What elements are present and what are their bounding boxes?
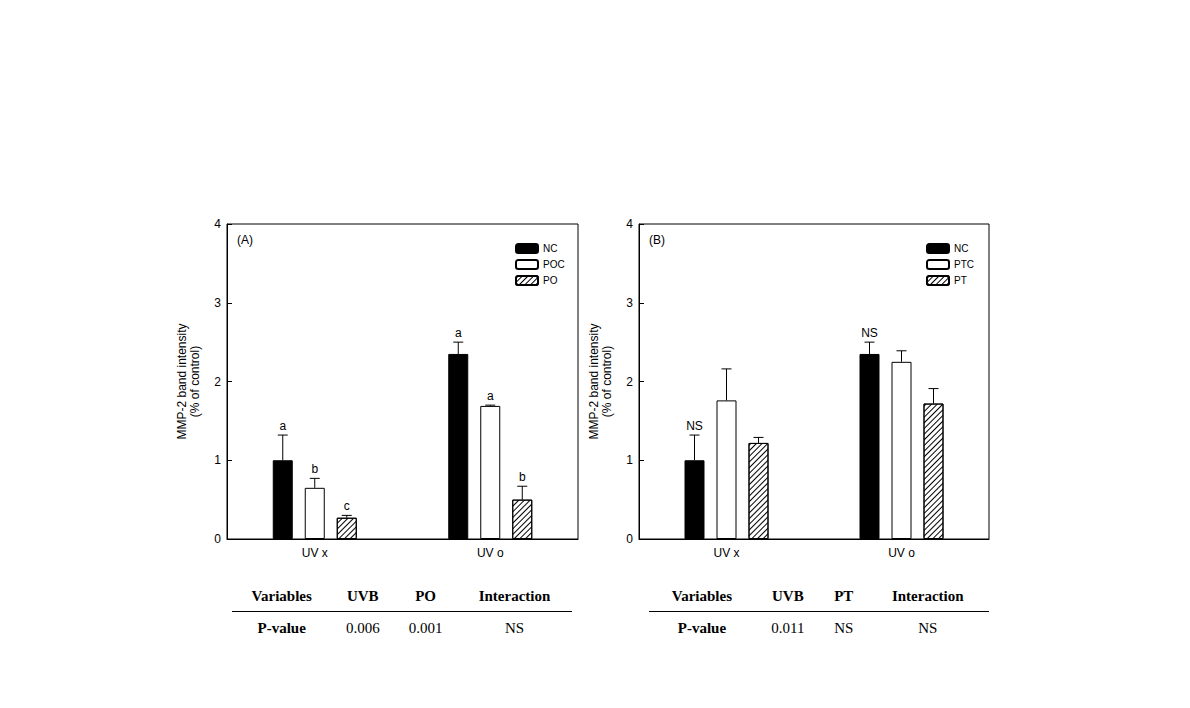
svg-text:3: 3 (626, 296, 633, 310)
svg-text:NS: NS (861, 326, 878, 340)
svg-text:POC: POC (543, 259, 565, 270)
svg-text:UV o: UV o (888, 546, 915, 560)
html-text:Interaction: Interaction (478, 588, 551, 604)
html-text:UVB: UVB (772, 588, 804, 604)
svg-text:(% of control): (% of control) (600, 346, 614, 417)
svg-text:a: a (279, 419, 286, 433)
html-text:NS: NS (834, 620, 854, 636)
svg-text:(A): (A) (237, 233, 253, 247)
svg-text:1: 1 (214, 453, 221, 467)
html-text:0.011: 0.011 (771, 620, 805, 636)
svg-text:PTC: PTC (954, 259, 974, 270)
svg-text:UV o: UV o (477, 546, 504, 560)
html-text:Variables: Variables (251, 588, 312, 604)
html-text:Interaction: Interaction (891, 588, 964, 604)
svg-text:NC: NC (954, 243, 968, 254)
svg-text:MMP-2 band intensity: MMP-2 band intensity (587, 323, 601, 439)
svg-text:3: 3 (214, 296, 221, 310)
svg-text:0: 0 (214, 532, 221, 546)
html-text:PT: PT (834, 588, 854, 604)
html-text:Variables: Variables (671, 588, 732, 604)
svg-text:NS: NS (686, 419, 703, 433)
html-text:P-value: P-value (257, 620, 306, 636)
svg-text:UV x: UV x (713, 546, 739, 560)
svg-text:4: 4 (214, 217, 221, 231)
html-text:UVB: UVB (346, 588, 379, 604)
svg-text:NC: NC (543, 243, 557, 254)
svg-text:2: 2 (214, 375, 221, 389)
html-text:NS: NS (918, 620, 938, 636)
svg-text:a: a (487, 389, 494, 403)
svg-text:MMP-2 band intensity: MMP-2 band intensity (175, 323, 189, 439)
svg-text:0: 0 (626, 532, 633, 546)
svg-text:b: b (519, 470, 526, 484)
html-text:P-value: P-value (677, 620, 726, 636)
svg-text:b: b (311, 462, 318, 476)
svg-text:2: 2 (626, 375, 633, 389)
svg-text:a: a (455, 326, 462, 340)
html-text:0.006: 0.006 (345, 620, 380, 636)
svg-text:4: 4 (626, 217, 633, 231)
svg-text:(% of control): (% of control) (188, 346, 202, 417)
html-text:NS: NS (504, 620, 525, 636)
svg-text:PT: PT (954, 275, 967, 286)
svg-text:c: c (344, 499, 350, 513)
svg-text:UV x: UV x (302, 546, 328, 560)
html-text:PO: PO (415, 588, 436, 604)
svg-text:PO: PO (543, 275, 558, 286)
svg-text:(B): (B) (649, 233, 665, 247)
html-text:0.001: 0.001 (408, 620, 443, 636)
svg-text:1: 1 (626, 453, 633, 467)
